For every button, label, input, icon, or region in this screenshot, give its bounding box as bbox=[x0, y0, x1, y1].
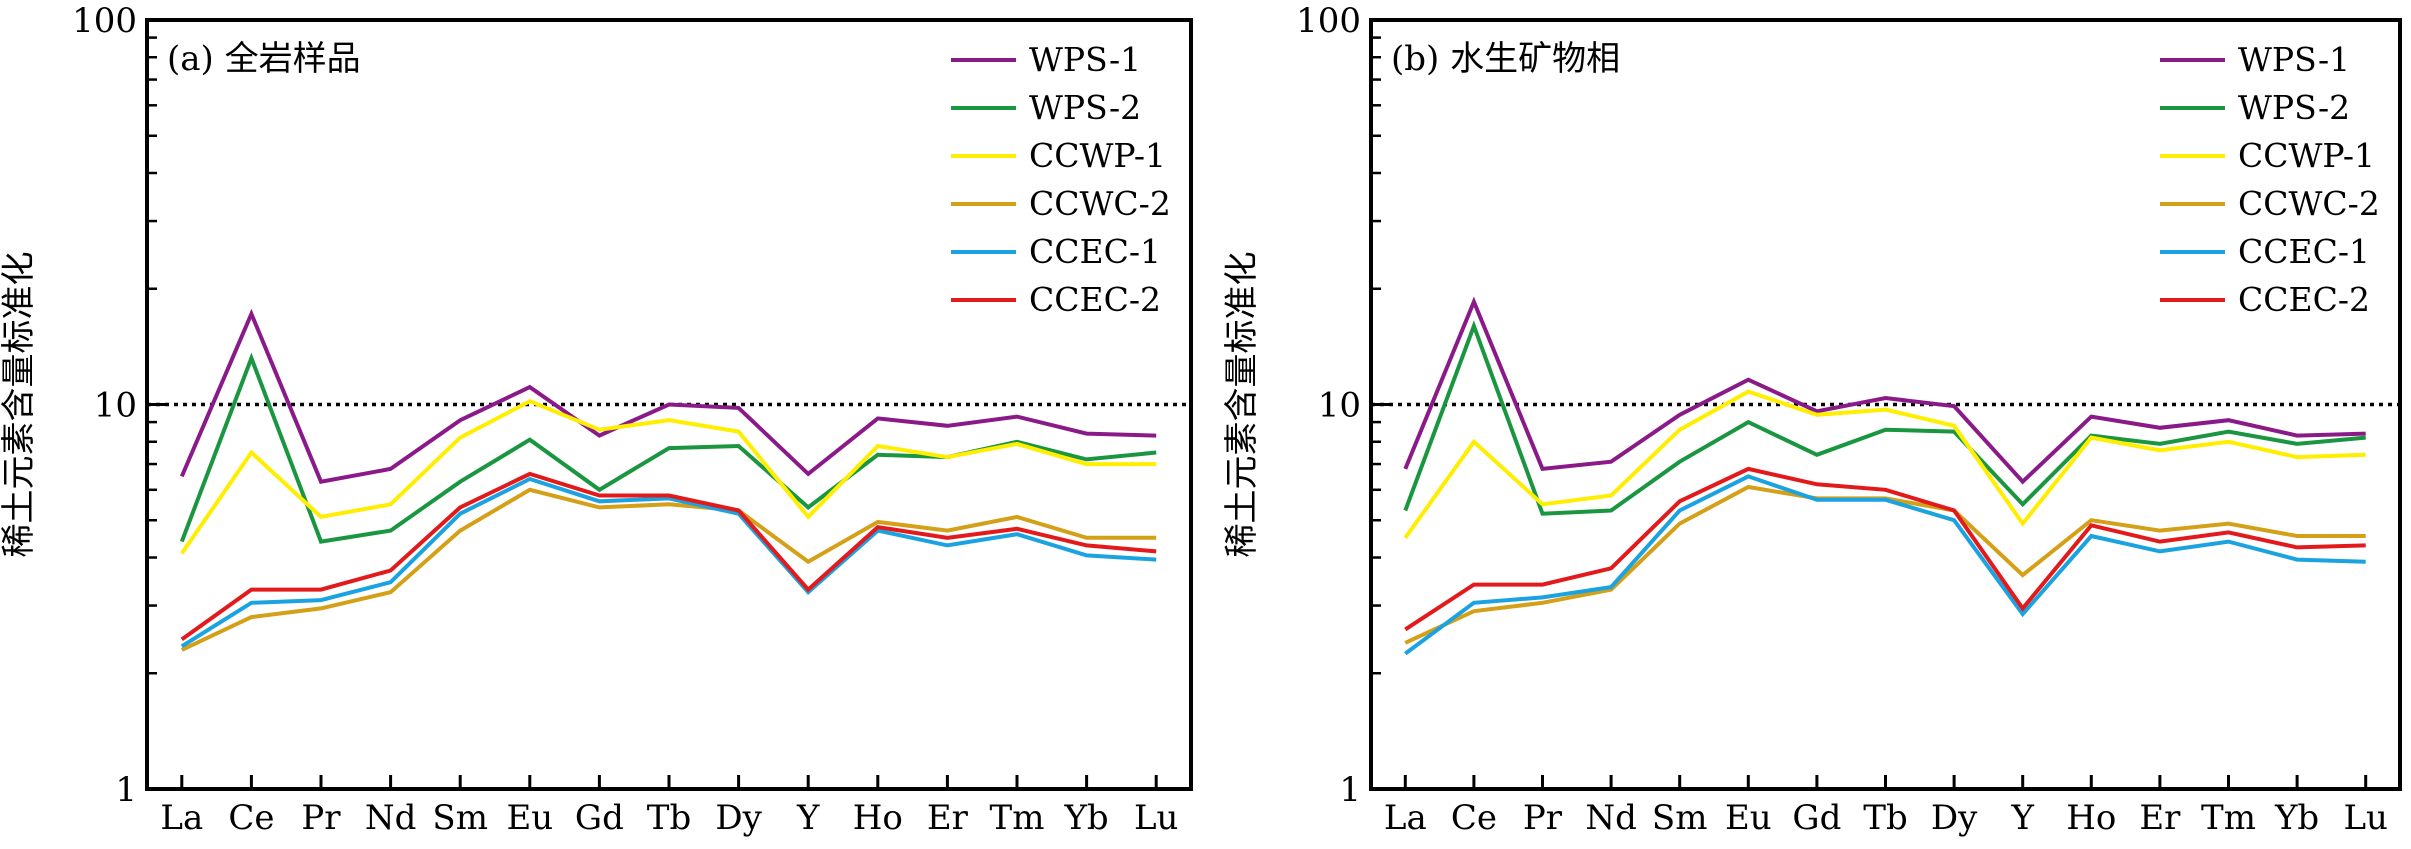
series-line-wps-1 bbox=[1403, 296, 2366, 485]
legend-label-ccwc-2: CCWC-2 bbox=[1029, 184, 1171, 223]
x-tick-label: Er bbox=[927, 798, 969, 838]
x-tick-label: Pr bbox=[1523, 798, 1563, 838]
x-tick-label: Gd bbox=[575, 798, 624, 838]
legend-label-ccec-1: CCEC-1 bbox=[1029, 232, 1161, 271]
series-line-ccwc-2 bbox=[180, 487, 1157, 652]
series-line-wps-2 bbox=[1403, 320, 2366, 516]
x-tick-label: Eu bbox=[506, 798, 553, 838]
legend-label-wps-1: WPS-1 bbox=[2238, 40, 2350, 79]
legend-label-wps-2: WPS-2 bbox=[2238, 88, 2350, 127]
series-line-ccec-1 bbox=[1404, 474, 2366, 656]
x-tick-label: Y bbox=[2010, 798, 2034, 838]
x-tick-label: Ce bbox=[1451, 798, 1497, 838]
x-tick-label: La bbox=[160, 798, 203, 838]
legend-label-ccwp-1: CCWP-1 bbox=[2238, 136, 2375, 175]
x-tick-label: Tb bbox=[1863, 798, 1907, 838]
x-tick-label: Yb bbox=[1063, 798, 1108, 838]
y-axis-label: 稀土元素含量标准化 bbox=[1222, 252, 1262, 558]
legend-label-ccec-2: CCEC-2 bbox=[2238, 280, 2370, 319]
y-tick-label: 100 bbox=[72, 1, 137, 41]
y-tick-label: 1 bbox=[115, 770, 137, 810]
legend-label-ccwp-1: CCWP-1 bbox=[1029, 136, 1166, 175]
legend-label-ccwc-2: CCWC-2 bbox=[2238, 184, 2380, 223]
x-tick-label: Tb bbox=[647, 798, 691, 838]
x-tick-label: La bbox=[1384, 798, 1427, 838]
x-tick-label: Tm bbox=[990, 798, 1045, 838]
series-line-ccec-1 bbox=[180, 476, 1157, 648]
series-line-ccwp-1 bbox=[180, 398, 1157, 555]
y-tick-label: 10 bbox=[1318, 386, 1361, 426]
x-tick-label: Ce bbox=[228, 798, 274, 838]
x-tick-label: Eu bbox=[1725, 798, 1772, 838]
legend-label-wps-2: WPS-2 bbox=[1029, 88, 1141, 127]
chart-panel-b: La Ce Pr Nd Sm Eu Gd Tb Dy Y Ho Er Tm Yb Lu 1 10 100 (b) 水… bbox=[1222, 1, 2402, 838]
legend-label-ccec-2: CCEC-2 bbox=[1029, 280, 1161, 319]
x-tick-label: Sm bbox=[1652, 798, 1708, 838]
x-tick-label: Lu bbox=[2343, 798, 2387, 838]
x-tick-label: Ho bbox=[2066, 798, 2116, 838]
y-axis-label: 稀土元素含量标准化 bbox=[0, 252, 39, 558]
x-tick-label: Tm bbox=[2201, 798, 2256, 838]
legend-label-wps-1: WPS-1 bbox=[1029, 40, 1141, 79]
x-tick-label: Sm bbox=[432, 798, 488, 838]
y-tick-label: 1 bbox=[1339, 770, 1361, 810]
x-tick-label: Nd bbox=[1585, 798, 1637, 838]
x-tick-label: Gd bbox=[1792, 798, 1841, 838]
x-tick-label: Nd bbox=[365, 798, 417, 838]
series-line-ccwc-2 bbox=[1404, 484, 2366, 645]
x-tick-label: Pr bbox=[301, 798, 341, 838]
y-tick-label: 100 bbox=[1296, 1, 1361, 41]
x-tick-label: Dy bbox=[1931, 798, 1978, 838]
x-tick-label: Yb bbox=[2274, 798, 2319, 838]
chart-panel-a: La Ce Pr Nd Sm Eu Gd Tb Dy Y Ho Er Tm Yb Lu 1 10 100 (a) 全… bbox=[0, 1, 1193, 838]
series-line-ccwp-1 bbox=[1403, 389, 2366, 539]
panel-title: (b) 水生矿物相 bbox=[1391, 39, 1620, 79]
x-tick-label: Lu bbox=[1134, 798, 1178, 838]
x-tick-label: Dy bbox=[715, 798, 762, 838]
legend-label-ccec-1: CCEC-1 bbox=[2238, 232, 2370, 271]
series-line-wps-1 bbox=[179, 308, 1157, 484]
x-tick-label: Ho bbox=[853, 798, 903, 838]
panel-title: (a) 全岩样品 bbox=[167, 39, 361, 79]
series-line-ccec-2 bbox=[1404, 466, 2366, 632]
x-tick-label: Y bbox=[796, 798, 820, 838]
y-tick-label: 10 bbox=[94, 386, 137, 426]
series-line-ccec-2 bbox=[180, 471, 1157, 642]
x-tick-label: Er bbox=[2139, 798, 2181, 838]
